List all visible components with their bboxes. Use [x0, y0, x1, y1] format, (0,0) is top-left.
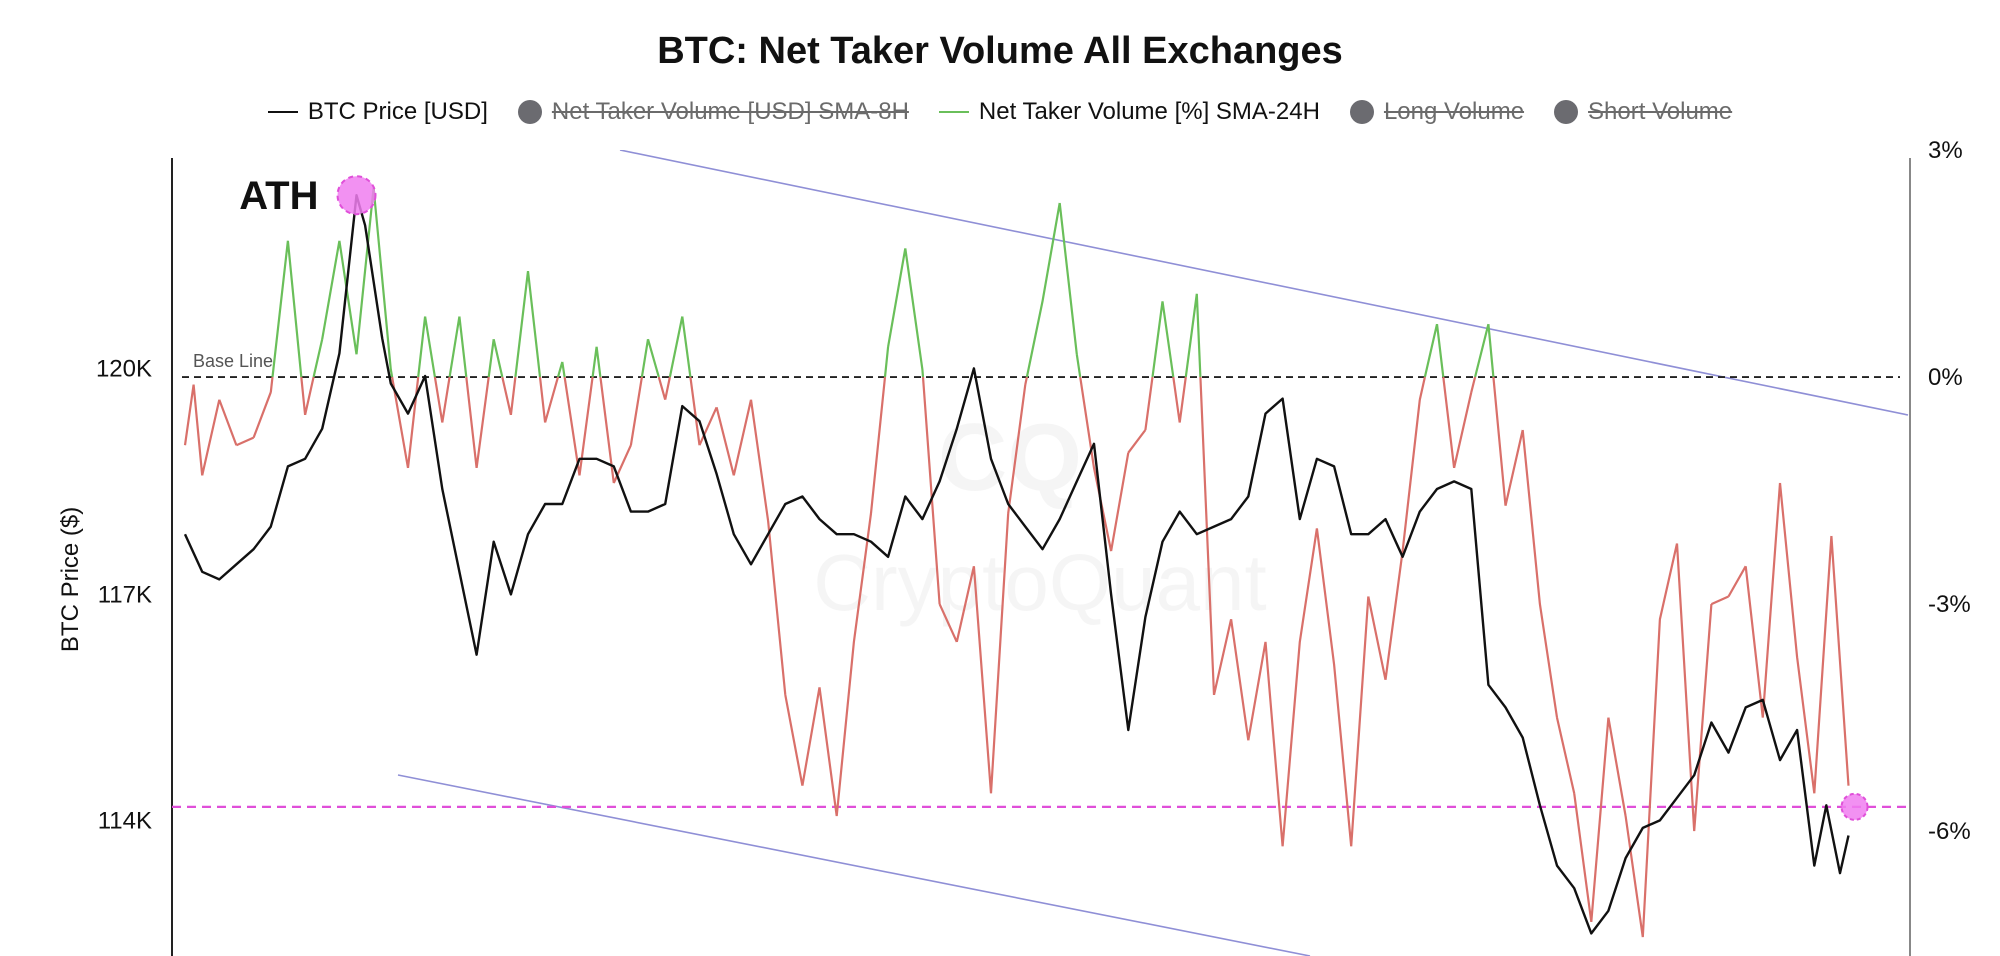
current-price-marker: [1840, 792, 1869, 821]
legend-item[interactable]: Long Volume: [1349, 98, 1525, 126]
legend-line-swatch: [938, 111, 969, 113]
ath-marker: [336, 175, 377, 216]
legend-label: Short Volume: [1588, 98, 1733, 125]
ath-label: ATH: [239, 174, 318, 218]
series-layer: [172, 150, 1909, 956]
tick-labels: 114K 117K 120K -6% -3% 0% 3% BTC Price ($): [57, 137, 1971, 845]
series-btc-price: [183, 194, 1850, 935]
y-right-tick-label: 0%: [1928, 364, 1963, 391]
legend-dot-swatch: [1349, 100, 1374, 124]
y-left-axis-label: BTC Price ($): [57, 507, 84, 652]
trend-channel-line: [619, 150, 1909, 416]
legend-dot-swatch: [517, 100, 542, 124]
legend-item[interactable]: BTC Price [USD]: [267, 98, 488, 126]
y-right-tick-label: 3%: [1928, 137, 1963, 164]
legend-label: BTC Price [USD]: [307, 98, 488, 125]
y-right-tick-label: -3%: [1928, 591, 1971, 618]
legend-line-swatch: [267, 111, 298, 113]
y-left-tick-label: 117K: [98, 581, 152, 608]
legend-label: Net Taker Volume [%] SMA-24H: [978, 98, 1320, 125]
series-net-taker-volume-negative: [183, 376, 1850, 938]
y-left-tick-label: 120K: [96, 355, 152, 382]
legend-item[interactable]: Net Taker Volume [%] SMA-24H: [938, 98, 1320, 126]
legend-label: Long Volume: [1383, 98, 1525, 125]
axes: [171, 158, 1911, 956]
legend-item[interactable]: Short Volume: [1554, 98, 1732, 126]
chart-title: BTC: Net Taker Volume All Exchanges: [657, 30, 1343, 72]
trend-channel-line: [397, 774, 1311, 956]
y-right-tick-label: -6%: [1928, 818, 1971, 845]
legend: BTC Price [USD] Net Taker Volume [USD] SM…: [0, 98, 2000, 126]
legend-dot-swatch: [1554, 100, 1579, 124]
legend-item[interactable]: Net Taker Volume [USD] SMA-8H: [517, 98, 909, 126]
legend-label: Net Taker Volume [USD] SMA-8H: [551, 98, 909, 125]
y-left-tick-label: 114K: [98, 807, 152, 834]
series-net-taker-volume-positive: [271, 187, 1495, 378]
watermark: CQ CryptoQuant: [813, 404, 1267, 627]
annotations: ATH Base Line: [193, 174, 1869, 821]
baseline-label: Base Line: [193, 351, 273, 371]
